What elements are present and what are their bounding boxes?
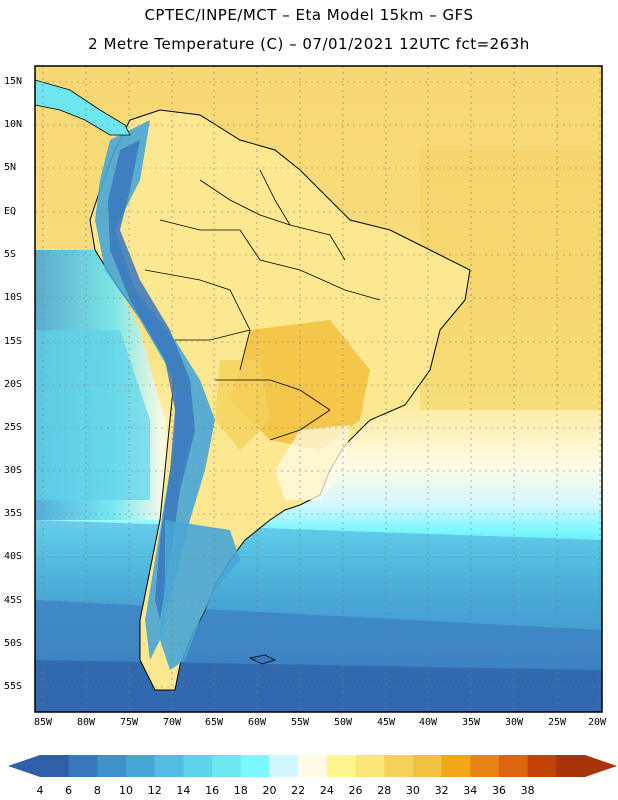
falklands [248,654,277,665]
pacific-cool-core [35,330,150,500]
colorbar-label: 8 [93,784,101,797]
colorbar-swatch [126,755,156,777]
colorbar [8,755,617,777]
lat-label: 25S [4,422,23,433]
lat-label: 55S [4,681,23,692]
colorbar-label: 22 [291,784,306,797]
lat-label: 10S [4,292,23,303]
colorbar-label: 30 [405,784,420,797]
lat-lon-grid [35,66,602,712]
colorbar-swatch [212,755,242,777]
colorbar-label: 6 [65,784,73,797]
colorbar-swatch [556,755,586,777]
lat-label: 45S [4,595,23,606]
central-america [35,79,131,136]
colorbar-label: 32 [434,784,449,797]
map-field [35,66,602,712]
lon-label: 75W [119,717,139,728]
lon-label: 30W [504,717,524,728]
colorbar-label: 14 [176,784,191,797]
colorbar-swatch [326,755,357,777]
colorbar-swatch [441,755,471,777]
colorbar-swatch [412,755,443,777]
lon-label: 55W [290,717,310,728]
colorbar-swatch [384,755,414,777]
lon-label: 45W [376,717,396,728]
colorbar-swatch [154,755,184,777]
colorbar-swatch [470,755,500,777]
map-title: CPTEC/INPE/MCT – Eta Model 15km – GFS [144,6,474,24]
lat-label: 30S [4,465,23,476]
uruguay-mild [275,425,350,500]
colorbar-label: 36 [491,784,506,797]
colorbar-swatch [498,755,529,777]
lon-label: 25W [547,717,567,728]
colorbar-label: 16 [205,784,220,797]
colorbar-label: 34 [463,784,478,797]
colorbar-arrow-left [8,755,40,777]
lat-label: 10N [4,119,23,130]
map-subtitle: 2 Metre Temperature (C) – 07/01/2021 12U… [88,35,530,53]
colorbar-swatch [527,755,557,777]
colorbar-label: 12 [147,784,162,797]
colorbar-label: 28 [377,784,392,797]
chaco-warm-area [215,360,270,450]
lon-label: 70W [162,717,182,728]
patagonia-cold [160,520,240,670]
colorbar-swatch [355,755,385,777]
lon-label: 20W [587,717,607,728]
lon-label: 65W [204,717,224,728]
colorbar-swatch [269,755,299,777]
colorbar-label: 4 [36,784,44,797]
colorbar-swatch [298,755,328,777]
map-frame [34,65,603,713]
lat-label: 20S [4,379,23,390]
lat-label: 40S [4,551,23,562]
lon-label: 60W [247,717,267,728]
lon-label: 50W [333,717,353,728]
lat-label: 15N [4,76,23,87]
colorbar-label: 10 [119,784,134,797]
colorbar-swatch [68,755,98,777]
colorbar-swatch [97,755,127,777]
lon-label: 40W [418,717,438,728]
colorbar-swatch [183,755,213,777]
colorbar-swatch [40,755,70,777]
lat-label: EQ [4,206,17,217]
lon-label: 35W [461,717,481,728]
colorbar-label: 38 [520,784,535,797]
andes-cold-core [108,140,195,620]
lat-label: 5N [4,162,17,173]
colorbar-label: 24 [319,784,334,797]
lat-label: 5S [4,249,17,260]
lon-label: 85W [33,717,53,728]
colorbar-swatch [240,755,270,777]
colorbar-label: 20 [262,784,277,797]
country-borders [144,169,381,441]
lat-label: 35S [4,508,23,519]
lat-label: 50S [4,638,23,649]
lon-label: 80W [76,717,96,728]
colorbar-label: 18 [233,784,248,797]
lat-label: 15S [4,336,23,347]
colorbar-label: 26 [348,784,363,797]
colorbar-arrow-right [585,755,617,777]
